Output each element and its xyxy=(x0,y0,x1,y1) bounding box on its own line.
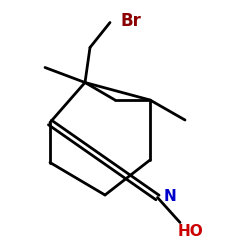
Text: HO: HO xyxy=(178,224,203,239)
Text: Br: Br xyxy=(120,12,141,30)
Text: N: N xyxy=(164,189,176,204)
